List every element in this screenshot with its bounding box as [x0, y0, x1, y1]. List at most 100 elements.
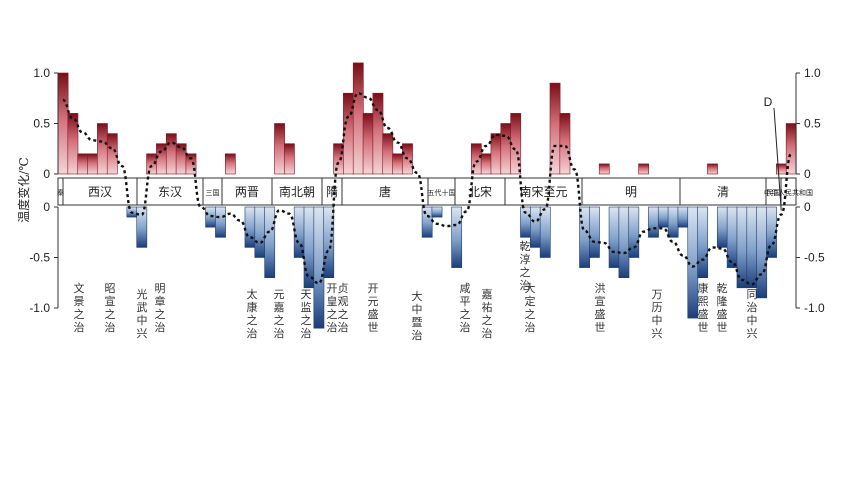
- dynasty-label: 明: [625, 185, 637, 199]
- cold-bar: [628, 206, 640, 258]
- left-tick-label: 0: [43, 200, 50, 214]
- event-label: 治: [482, 326, 493, 340]
- warm-bar: [67, 113, 79, 175]
- event-label: 治: [247, 326, 258, 340]
- trend-curve: [62, 91, 793, 286]
- event-label: 治: [74, 320, 85, 334]
- warm-bar: [382, 133, 394, 175]
- event-label: 光: [137, 287, 148, 301]
- event-label: 中: [652, 314, 663, 327]
- event-label: 之: [247, 313, 258, 327]
- left-tick-label: -0.5: [29, 251, 50, 265]
- event-label: 治: [105, 320, 116, 334]
- event-label: 治: [274, 326, 285, 340]
- cold-bar: [451, 206, 463, 268]
- cold-bar: [589, 206, 600, 258]
- event-label: 洪: [595, 281, 606, 295]
- warm-bar: [284, 143, 295, 175]
- event-label: 开: [368, 282, 379, 295]
- warm-bar: [224, 153, 236, 175]
- dynasty-label: 南宋至元: [519, 184, 567, 199]
- right-tick-label: -1.0: [804, 301, 825, 315]
- y-axis-label: 温度变化/℃: [16, 157, 31, 222]
- cold-bar: [648, 206, 659, 238]
- event-label: 之: [460, 307, 471, 321]
- event-label: 治: [338, 320, 349, 334]
- event-label: 大: [525, 281, 536, 295]
- event-label: 监: [301, 301, 312, 314]
- event-label: 宣: [105, 294, 116, 308]
- event-label: 世: [698, 321, 709, 334]
- event-label: 之: [520, 265, 531, 279]
- warm-bar: [185, 153, 197, 175]
- left-tick-label: 0.5: [33, 117, 50, 131]
- cold-bar: [431, 206, 443, 218]
- event-label: 兴: [747, 327, 758, 340]
- cold-bar: [215, 206, 226, 238]
- event-label: 盛: [368, 307, 379, 321]
- event-label: 之: [301, 313, 312, 327]
- event-label: 之: [74, 307, 85, 321]
- event-label: 中: [747, 314, 758, 327]
- warm-bar: [510, 113, 522, 175]
- event-label: 嘉: [274, 300, 285, 314]
- cold-bar: [657, 206, 669, 228]
- cold-bar: [716, 206, 728, 248]
- cold-bar: [766, 206, 777, 258]
- event-label: 嘉: [482, 287, 493, 301]
- cold-bar: [687, 206, 699, 319]
- warm-bar: [559, 113, 571, 175]
- dynasty-label: 东汉: [158, 185, 182, 199]
- cold-bar: [539, 206, 551, 258]
- event-label: 治: [747, 300, 758, 314]
- event-label: 文: [74, 281, 85, 295]
- event-label: 治: [155, 320, 166, 334]
- event-label: 平: [460, 295, 471, 308]
- warm-bar: [352, 62, 364, 175]
- event-label: 之: [155, 307, 166, 321]
- event-label: 之: [327, 307, 338, 321]
- event-label: 治: [520, 278, 531, 292]
- dynasty-label: 北宋: [468, 184, 492, 199]
- cold-bar: [746, 206, 758, 289]
- event-label: 元: [274, 288, 285, 301]
- cold-bar: [677, 206, 689, 228]
- cold-bar: [205, 206, 217, 228]
- dynasty-label: 南北朝: [279, 184, 315, 199]
- cold-bar: [736, 206, 748, 289]
- event-label: 景: [74, 295, 85, 308]
- cold-bar: [136, 206, 148, 248]
- event-label: 治: [301, 326, 312, 340]
- cold-bar: [264, 206, 276, 278]
- dynasty-label: 唐: [379, 184, 391, 199]
- left-tick-label: -1.0: [29, 301, 50, 315]
- warm-bar: [274, 123, 285, 175]
- right-tick-label: 0: [804, 167, 811, 181]
- event-label: 乾: [520, 240, 531, 253]
- event-label: 世: [595, 321, 606, 334]
- dynasty-label: 隋: [326, 185, 338, 199]
- event-label: 之: [525, 307, 536, 321]
- warm-bar: [77, 153, 89, 175]
- warm-bar: [106, 133, 118, 175]
- event-label: 康: [247, 300, 258, 314]
- event-label: 世: [368, 321, 379, 334]
- warm-bar: [480, 153, 492, 175]
- event-label: 中: [412, 303, 423, 316]
- right-tick-label: 0.5: [804, 117, 821, 131]
- event-label: 熙: [698, 295, 709, 308]
- warm-bar: [165, 133, 177, 175]
- cold-bar: [323, 206, 335, 278]
- warm-bar: [598, 163, 610, 175]
- event-label: 同: [747, 288, 758, 301]
- dynasty-label: 五代十国: [428, 188, 456, 197]
- warm-bar: [707, 163, 718, 175]
- event-label: 定: [525, 294, 536, 308]
- event-label: 咸: [460, 282, 471, 295]
- dynasty-label: 清: [717, 185, 729, 199]
- cold-bar: [421, 206, 433, 238]
- event-label: 之: [338, 307, 349, 321]
- dynasty-label: 中华人民共和国: [764, 188, 813, 197]
- event-label: 康: [698, 281, 709, 295]
- event-label: 淳: [520, 252, 531, 266]
